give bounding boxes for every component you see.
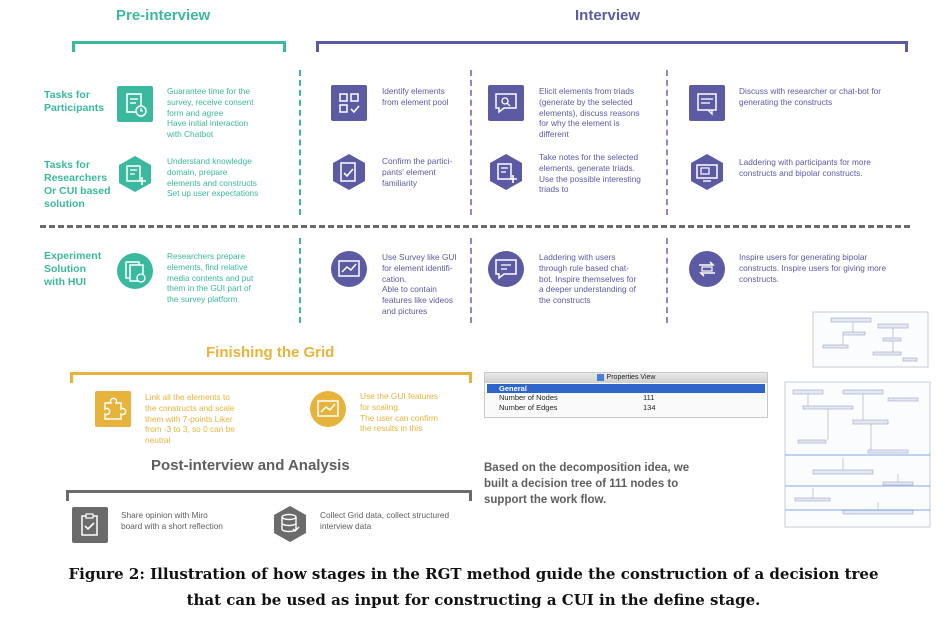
checklist-icon bbox=[333, 154, 365, 190]
puzzle-icon bbox=[95, 391, 131, 427]
pre-researchers-text: Understand knowledge domain, prepare eleme… bbox=[167, 156, 259, 199]
swap-arrows-icon bbox=[689, 251, 725, 287]
pre-interview-bracket bbox=[72, 41, 286, 52]
properties-view-panel: Properties View General Number of Nodes 1… bbox=[484, 372, 768, 418]
post-left-text: Share opinion with Miro board with a shor… bbox=[121, 510, 223, 531]
separator-col-1 bbox=[470, 70, 472, 215]
tree-note: Based on the decomposition idea, we built… bbox=[484, 462, 690, 506]
figure-caption-line-2: that can be used as input for constructi… bbox=[186, 591, 761, 609]
row-label-researchers: Tasks for Researchers Or CUI based solution bbox=[44, 159, 111, 210]
int-col1-researchers-text: Confirm the partici-pants' element famili… bbox=[382, 156, 453, 188]
row-label-participants: Tasks for Participants bbox=[44, 89, 105, 114]
pre-interview-title: Pre-interview bbox=[116, 7, 211, 24]
interview-bracket bbox=[316, 41, 908, 52]
properties-view-title: Properties View bbox=[485, 373, 767, 383]
row-label-experiment: Experiment Solution with HUI bbox=[44, 250, 102, 288]
int-col1-experiment-text: Use Survey like GUI for element identifi-… bbox=[382, 252, 457, 316]
int-col3-experiment-text: Inspire users for generating bipolar cons… bbox=[739, 252, 887, 284]
finishing-title: Finishing the Grid bbox=[206, 344, 335, 361]
properties-row: Number of Nodes 111 bbox=[499, 393, 655, 402]
survey-clock-icon bbox=[117, 86, 153, 122]
properties-row: Number of Edges 134 bbox=[499, 403, 656, 412]
finishing-bracket bbox=[70, 372, 472, 383]
pre-experiment-text: Researchers prepare elements, find relati… bbox=[167, 251, 254, 305]
int-col3-participants-text: Discuss with researcher or chat-bot for g… bbox=[739, 86, 882, 107]
chart-line-icon bbox=[331, 251, 367, 287]
grid-check-icon bbox=[331, 85, 367, 121]
pre-participants-text: Guarantee time for the survey, receive co… bbox=[167, 86, 254, 140]
separator-col-1-lower bbox=[470, 238, 472, 323]
finishing-right-text: Use the GUI features for scaling. The user… bbox=[360, 391, 438, 434]
horizontal-separator bbox=[40, 225, 910, 228]
separator-pre-interview-lower bbox=[299, 238, 301, 323]
separator-col-2 bbox=[666, 70, 668, 215]
chart-icon bbox=[310, 391, 346, 427]
int-col1-participants-text: Identify elements from element pool bbox=[382, 86, 449, 107]
monitor-ladder-icon bbox=[691, 154, 723, 190]
notes-add-icon bbox=[119, 156, 151, 192]
clipboard-check-icon bbox=[72, 507, 108, 543]
int-col2-researchers-text: Take notes for the selected elements, gen… bbox=[539, 152, 641, 195]
post-bracket bbox=[66, 490, 472, 501]
post-right-text: Collect Grid data, collect structured int… bbox=[320, 510, 450, 531]
post-title: Post-interview and Analysis bbox=[151, 457, 350, 474]
interview-title: Interview bbox=[575, 7, 641, 24]
notes-add-icon bbox=[490, 154, 522, 190]
int-col2-experiment-text: Laddering with users through rule based c… bbox=[539, 252, 637, 306]
chat-search-icon bbox=[488, 85, 524, 121]
chat-edit-icon bbox=[488, 251, 524, 287]
figure-caption-line-1: Figure 2: Illustration of how stages in … bbox=[68, 565, 879, 583]
separator-pre-interview bbox=[299, 70, 301, 215]
database-icon bbox=[274, 506, 306, 542]
int-col3-researchers-text: Laddering with participants for more cons… bbox=[739, 157, 871, 178]
decision-tree-thumbnail bbox=[784, 311, 931, 528]
int-col2-participants-text: Elicit elements from triads (generate by … bbox=[539, 86, 640, 140]
finishing-left-text: Link all the elements to the constructs a… bbox=[145, 392, 235, 446]
chat-list-icon bbox=[689, 85, 725, 121]
properties-view-header: General bbox=[487, 384, 765, 393]
separator-col-2-lower bbox=[666, 238, 668, 323]
properties-icon bbox=[596, 373, 604, 381]
media-files-icon bbox=[117, 253, 153, 289]
